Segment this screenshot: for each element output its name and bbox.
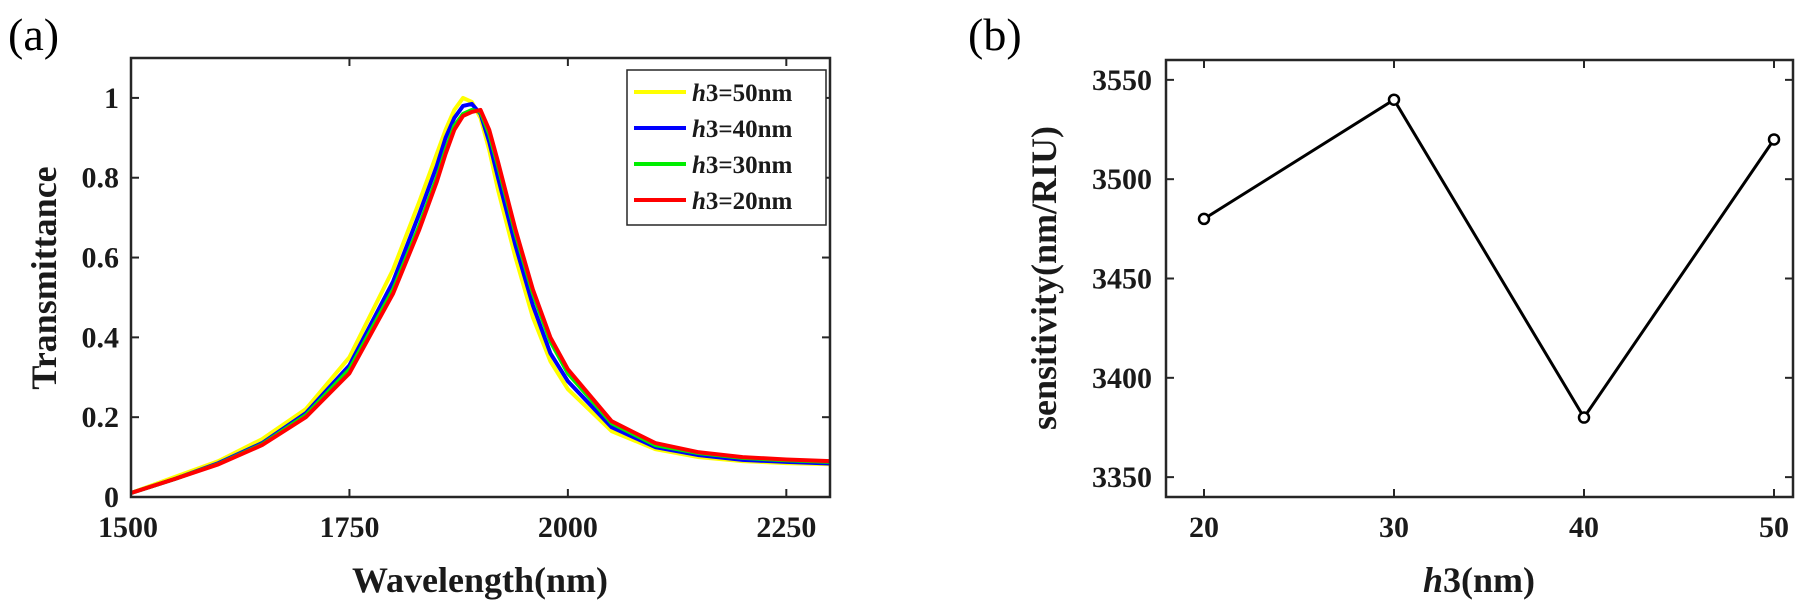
data-point-marker bbox=[1767, 133, 1781, 146]
series-line-3 bbox=[130, 107, 831, 495]
x-tick-label: 50 bbox=[1759, 511, 1789, 544]
x-tick-label: 40 bbox=[1569, 511, 1599, 544]
x-tick-label: 2000 bbox=[538, 511, 598, 544]
panel-b-plot-frame bbox=[1164, 58, 1795, 499]
panel-b-y-ticks: 3350 3400 3450 3500 3550 bbox=[1092, 64, 1793, 494]
y-tick-label: 0 bbox=[104, 481, 119, 514]
legend-entry-2: h3=30nm bbox=[692, 152, 793, 179]
y-tick-label: 3450 bbox=[1092, 263, 1152, 296]
sensitivity-line bbox=[1203, 97, 1776, 421]
panel-a-y-ticks: 0 0.2 0.4 0.6 0.8 1 bbox=[82, 82, 830, 514]
panel-a-legend: h3=50nm h3=40nm h3=30nm h3=20nm bbox=[626, 69, 827, 226]
panel-b-x-axis-label: h3(nm) bbox=[1423, 560, 1535, 600]
x-tick-label: 1750 bbox=[319, 511, 379, 544]
panel-a-series-group bbox=[130, 95, 831, 495]
panel-a-x-ticks: 1500 1750 2000 2250 bbox=[98, 58, 816, 544]
y-tick-label: 1 bbox=[104, 82, 119, 115]
panel-b-x-ticks: 20 30 40 50 bbox=[1189, 60, 1789, 544]
panel-a-label: (a) bbox=[8, 9, 59, 60]
y-tick-label: 0.2 bbox=[82, 401, 120, 434]
panel-b-series-group bbox=[1197, 93, 1781, 424]
y-tick-label: 0.6 bbox=[82, 242, 120, 275]
y-tick-label: 3350 bbox=[1092, 461, 1152, 494]
y-tick-label: 3500 bbox=[1092, 163, 1152, 196]
legend-entry-0: h3=50nm bbox=[692, 80, 793, 107]
data-point-marker bbox=[1577, 411, 1591, 424]
panel-b-label: (b) bbox=[968, 9, 1022, 60]
y-tick-label: 0.4 bbox=[82, 321, 120, 354]
x-tick-label: 30 bbox=[1379, 511, 1409, 544]
panel-b: (b) 3350 3400 3450 3500 3550 20 30 40 50 h3(nm)… bbox=[968, 9, 1795, 600]
data-point-marker bbox=[1197, 212, 1211, 226]
panel-a-plot-frame bbox=[129, 56, 832, 499]
x-tick-label: 20 bbox=[1189, 511, 1219, 544]
y-tick-label: 3550 bbox=[1092, 64, 1152, 97]
panel-a: (a) 0 0.2 0.4 0.6 0.8 1 1500 1750 2000 2250 Wave… bbox=[8, 9, 832, 600]
legend-entry-3: h3=20nm bbox=[692, 188, 793, 215]
panel-a-y-axis-label: Transmittance bbox=[24, 166, 64, 389]
data-point-marker bbox=[1387, 93, 1401, 106]
legend-entry-1: h3=40nm bbox=[692, 116, 793, 143]
y-tick-label: 0.8 bbox=[82, 162, 120, 195]
x-tick-label: 1500 bbox=[98, 511, 158, 544]
x-tick-label: 2250 bbox=[756, 511, 816, 544]
y-tick-label: 3400 bbox=[1092, 362, 1152, 395]
panel-b-y-axis-label: sensitivity(nm/RIU) bbox=[1024, 126, 1064, 430]
panel-a-x-axis-label: Wavelength(nm) bbox=[352, 560, 608, 600]
